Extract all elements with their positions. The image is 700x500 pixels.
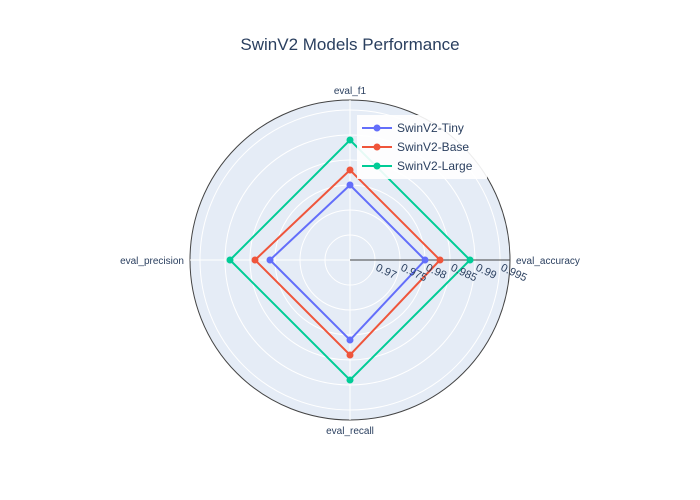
data-point bbox=[346, 351, 354, 359]
legend[interactable]: SwinV2-Tiny SwinV2-Base SwinV2-Large bbox=[357, 115, 487, 179]
series-swinv2-large bbox=[226, 136, 474, 384]
legend-marker bbox=[373, 162, 381, 170]
axis-label-eval-precision: eval_precision bbox=[120, 256, 184, 267]
data-point bbox=[421, 256, 429, 264]
chart-title: SwinV2 Models Performance bbox=[240, 35, 459, 54]
polar-grid bbox=[189, 99, 511, 421]
legend-marker bbox=[373, 124, 381, 132]
series-layer bbox=[226, 136, 474, 384]
data-point bbox=[346, 336, 354, 344]
axis-label-eval-recall: eval_recall bbox=[326, 426, 374, 437]
legend-label: SwinV2-Large bbox=[397, 159, 473, 173]
data-point bbox=[346, 166, 354, 174]
legend-item-swinv2-base[interactable]: SwinV2-Base bbox=[362, 140, 469, 154]
data-point bbox=[251, 256, 259, 264]
data-point bbox=[436, 256, 444, 264]
series-swinv2-tiny bbox=[266, 181, 429, 344]
axis-label-eval-accuracy: eval_accuracy bbox=[516, 256, 580, 267]
data-point bbox=[346, 376, 354, 384]
data-point bbox=[346, 136, 354, 144]
angular-axis-labels: eval_accuracy eval_f1 eval_precision eval_r… bbox=[120, 86, 580, 437]
data-point bbox=[466, 256, 474, 264]
legend-item-swinv2-large[interactable]: SwinV2-Large bbox=[362, 159, 473, 173]
legend-item-swinv2-tiny[interactable]: SwinV2-Tiny bbox=[362, 121, 464, 135]
data-point bbox=[266, 256, 274, 264]
legend-marker bbox=[373, 143, 381, 151]
series-swinv2-base bbox=[251, 166, 444, 359]
legend-label: SwinV2-Tiny bbox=[397, 121, 464, 135]
data-point bbox=[226, 256, 234, 264]
data-point bbox=[346, 181, 354, 189]
legend-label: SwinV2-Base bbox=[397, 140, 469, 154]
axis-label-eval-f1: eval_f1 bbox=[334, 86, 367, 97]
